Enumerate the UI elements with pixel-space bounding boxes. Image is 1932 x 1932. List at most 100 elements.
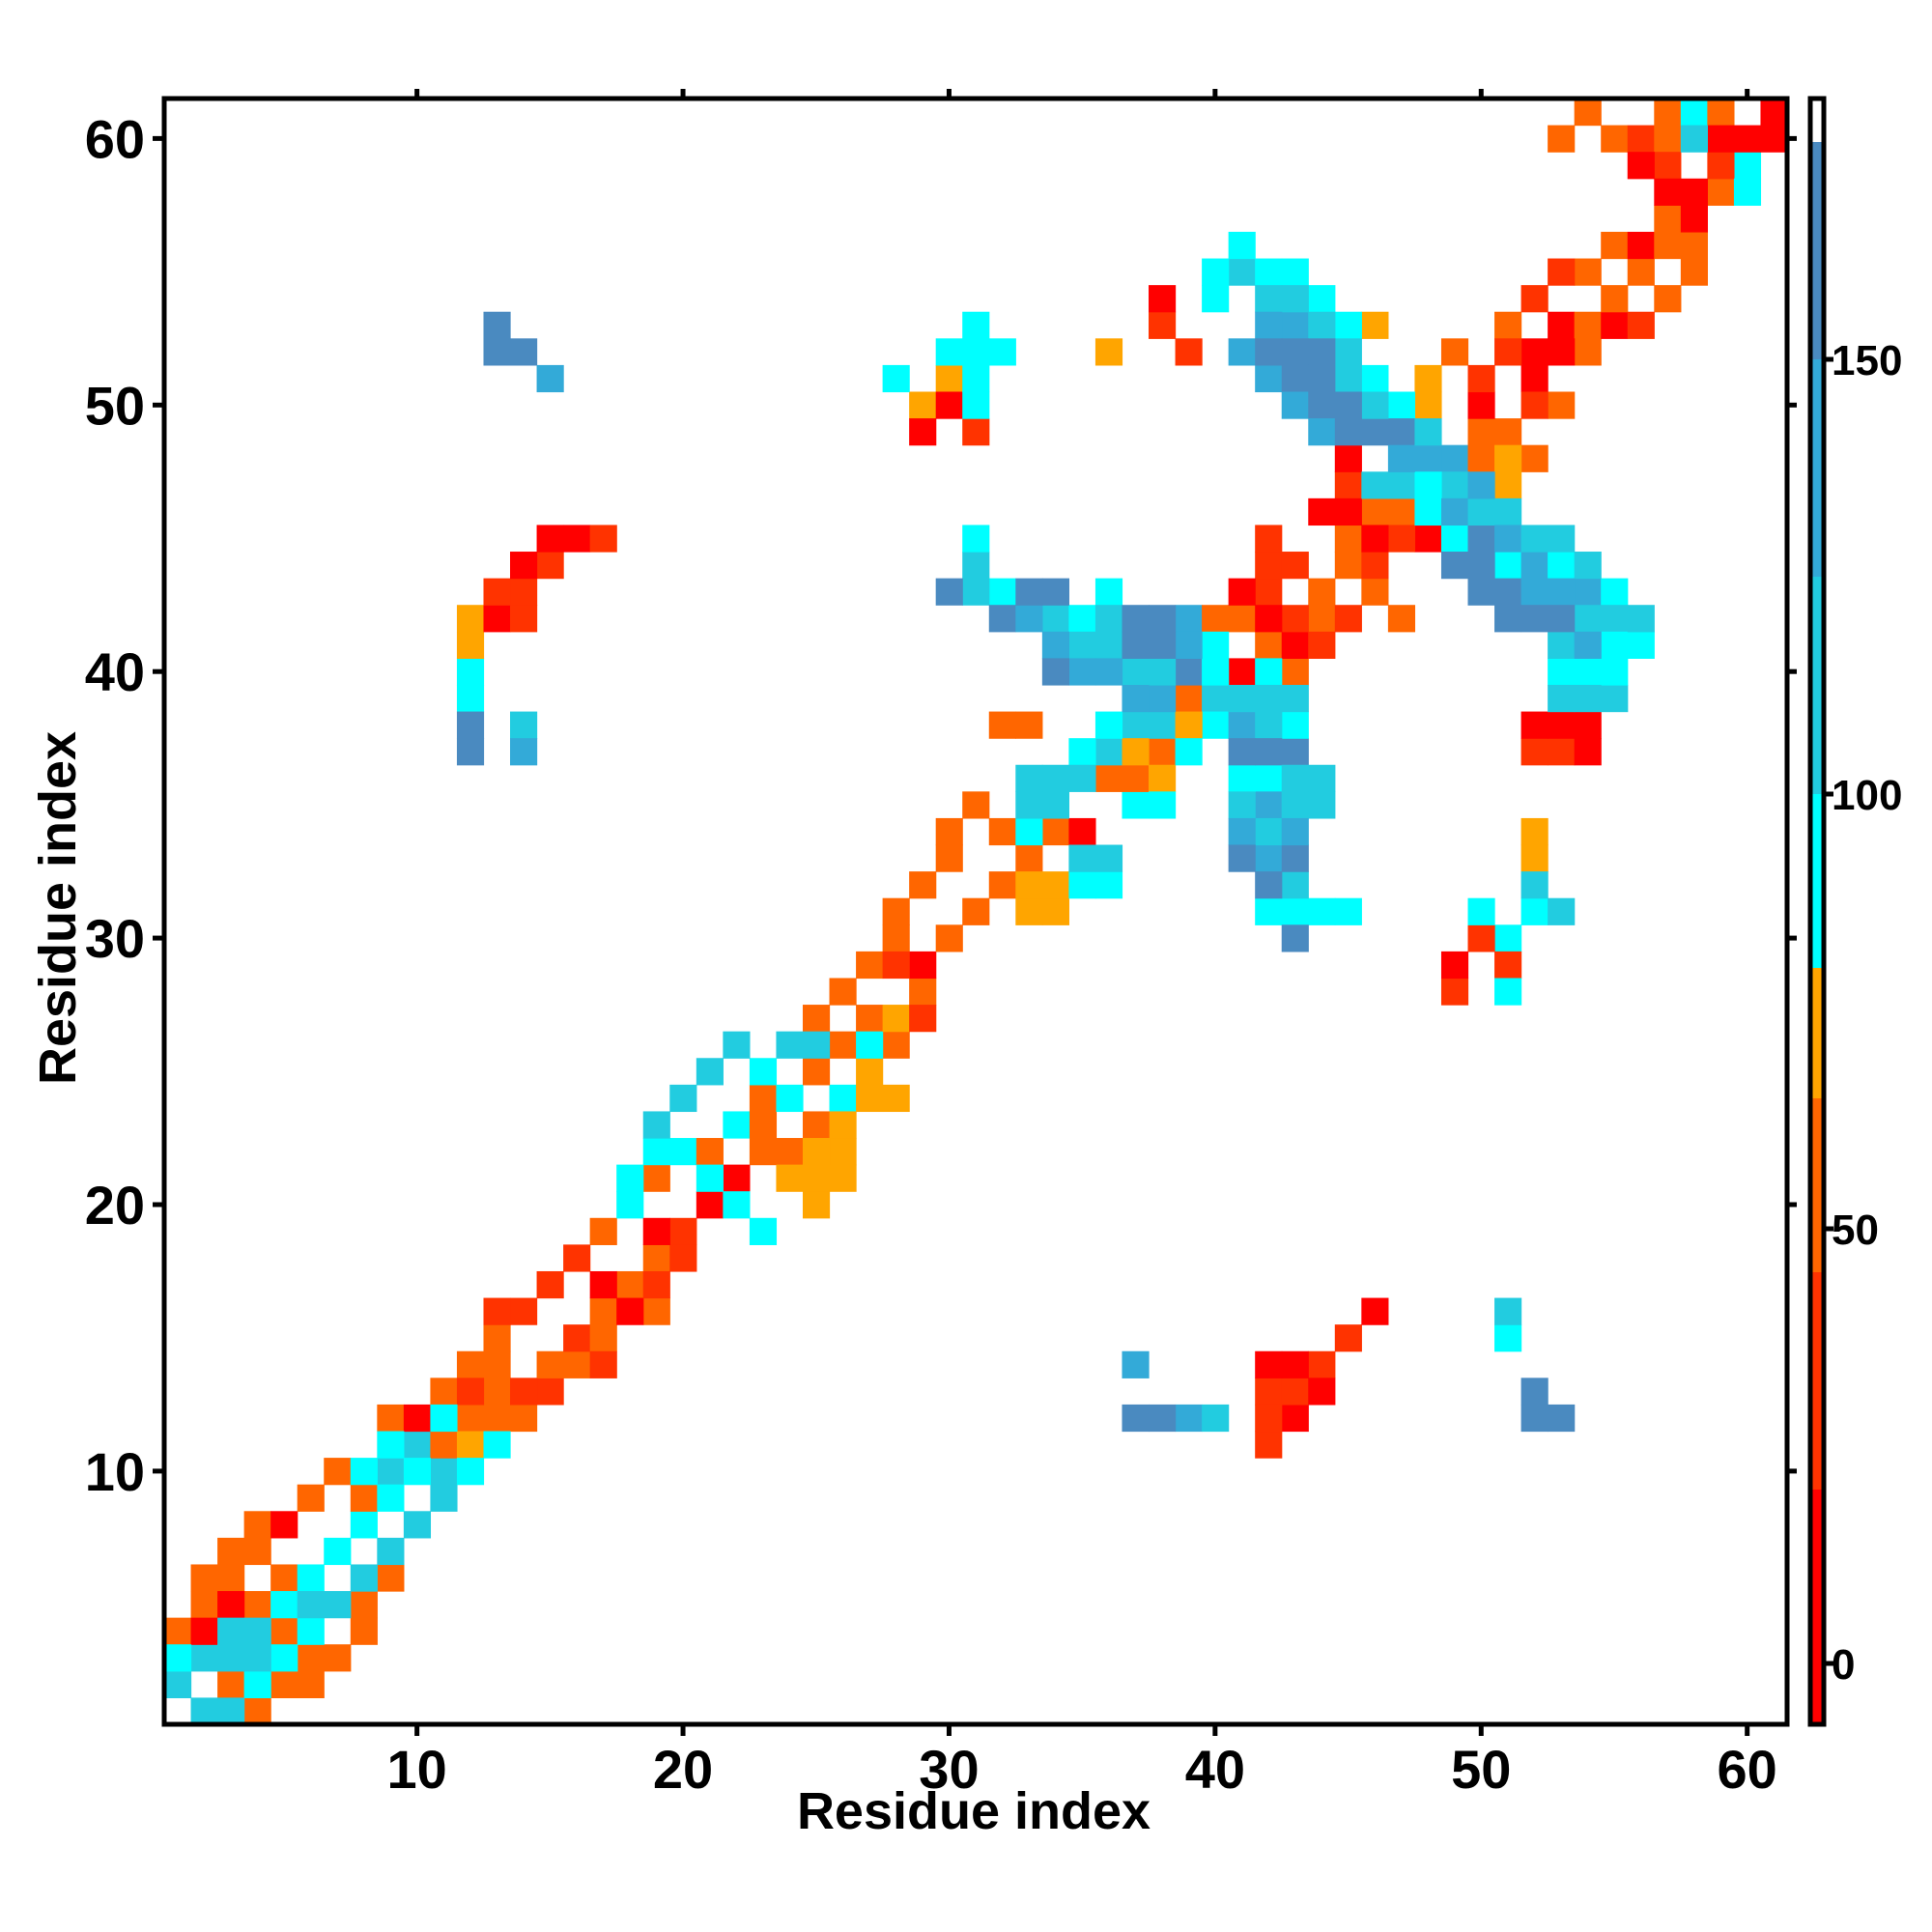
- heatmap-cell: [1202, 258, 1230, 286]
- heatmap-cell: [1015, 605, 1043, 633]
- heatmap-cell: [1094, 631, 1123, 659]
- heatmap-cell: [1175, 1404, 1203, 1433]
- heatmap-cell: [1467, 897, 1495, 925]
- heatmap-cell: [802, 1191, 831, 1219]
- heatmap-cell: [483, 311, 511, 339]
- heatmap-cell: [1041, 658, 1069, 686]
- heatmap-cell: [1015, 764, 1043, 792]
- heatmap-cell: [1281, 631, 1309, 659]
- heatmap-cell: [430, 1431, 458, 1459]
- colorbar-segment: [1810, 1098, 1824, 1272]
- heatmap-cell: [856, 1031, 884, 1059]
- heatmap-cell: [1361, 418, 1389, 446]
- heatmap-cells: [164, 99, 1788, 1725]
- heatmap-cell: [1149, 684, 1177, 713]
- heatmap-cell: [749, 1217, 778, 1245]
- colorbar-segment: [1810, 142, 1824, 359]
- heatmap-cell: [1281, 1378, 1309, 1406]
- heatmap-cell: [1122, 791, 1150, 819]
- heatmap-cell: [1015, 578, 1043, 606]
- heatmap-cell: [1361, 525, 1389, 553]
- colorbar-tick-label: 150: [1832, 337, 1902, 384]
- heatmap-cell: [962, 578, 990, 606]
- x-axis-ticks: 10 20 30 40 50 60: [386, 89, 1777, 1800]
- heatmap-cell: [270, 1591, 298, 1619]
- heatmap-cell: [935, 817, 963, 846]
- y-axis-label: Residue index: [29, 731, 87, 1085]
- heatmap-cell: [1122, 711, 1150, 739]
- heatmap-cell: [510, 1378, 538, 1406]
- heatmap-cell: [1334, 471, 1362, 499]
- heatmap-cell: [1068, 764, 1096, 792]
- heatmap-cell: [1255, 764, 1283, 792]
- heatmap-cell: [988, 817, 1016, 846]
- heatmap-cell: [1548, 338, 1576, 366]
- heatmap-cell: [776, 1031, 804, 1059]
- heatmap-cell: [217, 1537, 245, 1566]
- heatmap-cell: [1334, 525, 1362, 553]
- heatmap-cell: [1149, 738, 1177, 766]
- heatmap-cell: [642, 1164, 670, 1192]
- heatmap-cell: [1228, 338, 1256, 366]
- heatmap-cell: [1760, 99, 1788, 127]
- heatmap-cell: [1228, 578, 1256, 606]
- heatmap-cell: [1255, 578, 1283, 606]
- heatmap-cell: [1654, 178, 1682, 206]
- y-tick-label: 60: [85, 108, 145, 169]
- heatmap-cell: [1308, 391, 1336, 419]
- heatmap-cell: [829, 1084, 857, 1113]
- heatmap-cell: [1387, 391, 1416, 419]
- heatmap-cell: [1228, 605, 1256, 633]
- heatmap-cell: [909, 391, 937, 419]
- heatmap-cell: [1680, 178, 1708, 206]
- heatmap-cell: [403, 1458, 432, 1486]
- heatmap-cell: [1627, 605, 1655, 633]
- heatmap-cell: [856, 1058, 884, 1086]
- heatmap-cell: [297, 1644, 325, 1672]
- heatmap-cell: [1175, 605, 1203, 633]
- heatmap-cell: [1654, 125, 1682, 153]
- heatmap-cell: [1574, 258, 1602, 286]
- heatmap-cell: [1548, 311, 1576, 339]
- heatmap-cell: [1228, 258, 1256, 286]
- heatmap-cell: [1574, 684, 1602, 713]
- heatmap-cell: [1520, 1378, 1548, 1406]
- colorbar-segment: [1810, 577, 1824, 794]
- heatmap-cell: [1601, 684, 1629, 713]
- heatmap-cell: [1094, 764, 1123, 792]
- heatmap-cell: [1627, 258, 1655, 286]
- heatmap-cell: [1601, 631, 1629, 659]
- heatmap-cell: [1494, 338, 1522, 366]
- y-tick-label: 30: [85, 908, 145, 969]
- heatmap-cell: [1494, 605, 1522, 633]
- heatmap-cell: [1601, 605, 1629, 633]
- heatmap-cell: [483, 1350, 511, 1378]
- heatmap-cell: [1308, 1350, 1336, 1378]
- heatmap-cell: [1149, 791, 1177, 819]
- heatmap-cell: [749, 1084, 778, 1113]
- heatmap-cell: [483, 1324, 511, 1352]
- heatmap-cell: [1334, 605, 1362, 633]
- heatmap-cell: [616, 1164, 644, 1192]
- heatmap-cell: [882, 364, 910, 393]
- heatmap-cell: [1228, 791, 1256, 819]
- heatmap-cell: [377, 1564, 405, 1592]
- heatmap-cell: [1334, 391, 1362, 419]
- heatmap-cell: [1308, 497, 1336, 526]
- heatmap-cell: [270, 1670, 298, 1699]
- heatmap-cell: [1627, 152, 1655, 180]
- heatmap-cell: [1175, 684, 1203, 713]
- colorbar-segment: [1810, 1272, 1824, 1490]
- heatmap-cell: [962, 338, 990, 366]
- heatmap-cell: [1202, 285, 1230, 313]
- heatmap-cell: [1548, 391, 1576, 419]
- heatmap-cell: [1094, 871, 1123, 899]
- heatmap-cell: [1255, 871, 1283, 899]
- heatmap-cell: [1574, 658, 1602, 686]
- heatmap-cell: [1281, 552, 1309, 580]
- heatmap-cell: [483, 1297, 511, 1325]
- heatmap-cell: [1255, 525, 1283, 553]
- heatmap-cell: [350, 1511, 378, 1539]
- heatmap-cell: [1041, 631, 1069, 659]
- heatmap-cell: [1520, 605, 1548, 633]
